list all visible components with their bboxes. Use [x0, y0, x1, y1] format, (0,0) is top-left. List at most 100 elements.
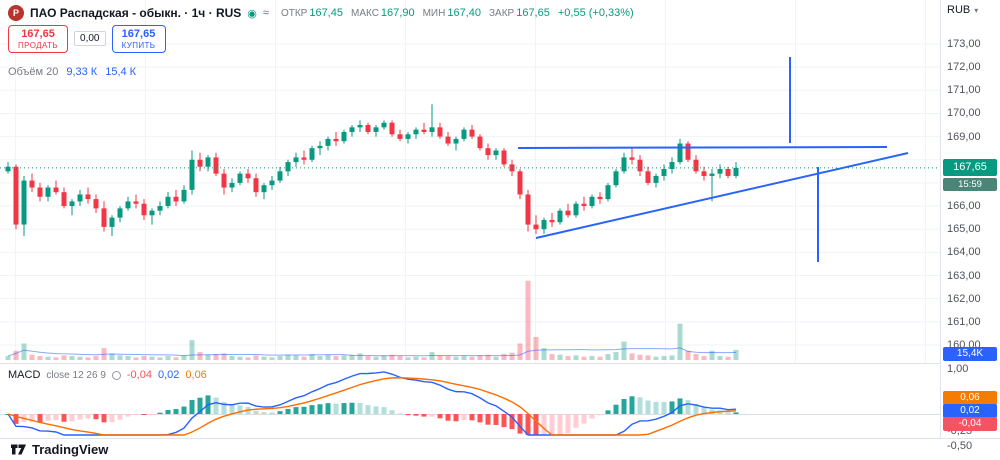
macd-hist-bar [525, 414, 531, 435]
macd-indicator-pane[interactable] [0, 365, 940, 438]
volume-bar [285, 354, 291, 360]
volume-bar [589, 356, 595, 360]
candle-body [221, 173, 227, 188]
candle-body [309, 148, 315, 160]
price-scale[interactable] [940, 0, 1000, 438]
macd-hist-bar [557, 414, 563, 435]
volume-bar [445, 356, 451, 360]
macd-hist-bar [565, 414, 571, 434]
session-icon[interactable]: ≈ [262, 7, 269, 19]
volume-bar [581, 356, 587, 360]
volume-bar [549, 354, 555, 360]
macd-hist-bar [477, 414, 483, 423]
volume-bar [165, 356, 171, 360]
macd-hist-bar [541, 414, 547, 435]
candle-body [253, 178, 259, 193]
volume-bar [717, 356, 723, 360]
currency-selector[interactable]: RUB ▾ [947, 4, 978, 16]
volume-indicator-title[interactable]: Объём 20 [8, 66, 59, 78]
symbol-title[interactable]: ПАО Распадская - обыкн. · 1ч · RUS [30, 6, 242, 20]
candle-body [277, 171, 283, 181]
macd-hist-bar [357, 402, 363, 414]
macd-hist-bar [349, 402, 355, 414]
volume-bar [237, 356, 243, 360]
macd-signal-line [7, 377, 737, 436]
volume-bar [693, 354, 699, 360]
macd-hist-bar [317, 404, 323, 414]
volume-bar [317, 356, 323, 360]
volume-bar [93, 356, 99, 360]
macd-hist-bar [45, 414, 51, 421]
macd-hist-bar [333, 403, 339, 414]
volume-bar [245, 357, 251, 360]
tradingview-logo-icon[interactable] [10, 443, 27, 456]
candle-body [317, 145, 323, 149]
candle-body [421, 129, 427, 132]
macd-hist-bar [53, 414, 59, 421]
candle-body [69, 201, 75, 207]
candle-body [77, 194, 83, 202]
candle-body [349, 127, 355, 132]
candle-body [429, 127, 435, 132]
candle-body [597, 196, 603, 200]
macd-source-icon[interactable] [111, 370, 121, 380]
macd-hist-bar [221, 402, 227, 414]
macd-hist-bar [373, 406, 379, 414]
volume-bar [701, 356, 707, 360]
ohlc-open: ОТКР 167,45 [280, 7, 343, 19]
ohlc-high: МАКС 167,90 [350, 7, 415, 19]
currency-label: RUB [947, 4, 971, 16]
candle-body [37, 187, 43, 197]
candle-body [341, 131, 347, 142]
macd-indicator-title[interactable]: MACD [8, 369, 41, 381]
volume-bar [453, 356, 459, 360]
volume-bar [605, 354, 611, 360]
volume-bar [733, 349, 739, 360]
volume-bar [117, 355, 123, 360]
pane-separator[interactable] [0, 363, 1000, 364]
volume-bar [341, 355, 347, 360]
chevron-down-icon: ▾ [974, 5, 979, 15]
volume-bar [189, 340, 195, 360]
trend-line[interactable] [517, 146, 888, 149]
ohlc-values: ОТКР 167,45 МАКС 167,90 МИН 167,40 ЗАКР 167,… [281, 7, 634, 19]
macd-hist-bar [29, 414, 35, 422]
candle-body [325, 138, 331, 146]
tradingview-wordmark[interactable]: TradingView [32, 442, 109, 457]
macd-hist-bar [693, 403, 699, 414]
macd-hist-bar [701, 407, 707, 414]
volume-bar [309, 354, 315, 360]
volume-bar [405, 357, 411, 360]
candle-body [205, 157, 211, 167]
macd-params: close 12 26 9 [46, 369, 106, 381]
volume-bar [429, 352, 435, 360]
candle-body [117, 208, 123, 218]
symbol-logo[interactable]: Р [8, 5, 24, 21]
volume-bar [181, 355, 187, 360]
sell-label: ПРОДАТЬ [18, 40, 59, 50]
candle-body [493, 150, 499, 156]
macd-hist-bar [285, 408, 291, 414]
spread-value: 0,00 [74, 31, 106, 47]
trend-line[interactable] [535, 152, 909, 239]
volume-bar [613, 352, 619, 360]
volume-bar [437, 355, 443, 360]
trade-panel: 167,65 ПРОДАТЬ 0,00 167,65 КУПИТЬ [8, 25, 166, 53]
macd-hist-bar [629, 396, 635, 414]
volume-bar [645, 355, 651, 360]
macd-hist-bar [605, 410, 611, 414]
macd-hist-bar [77, 414, 83, 420]
buy-button[interactable]: 167,65 КУПИТЬ [111, 25, 166, 53]
volume-bar [469, 356, 475, 360]
candle-body [141, 203, 147, 216]
volume-bar [37, 356, 43, 360]
macd-hist-bar [37, 414, 43, 423]
candle-body [573, 203, 579, 216]
realtime-data-icon[interactable]: ◉ [247, 7, 257, 20]
candle-body [245, 173, 251, 179]
main-chart-pane[interactable] [0, 0, 940, 363]
volume-bar [565, 356, 571, 360]
candle-body [365, 125, 371, 132]
candle-body [381, 122, 387, 128]
sell-button[interactable]: 167,65 ПРОДАТЬ [8, 25, 69, 53]
